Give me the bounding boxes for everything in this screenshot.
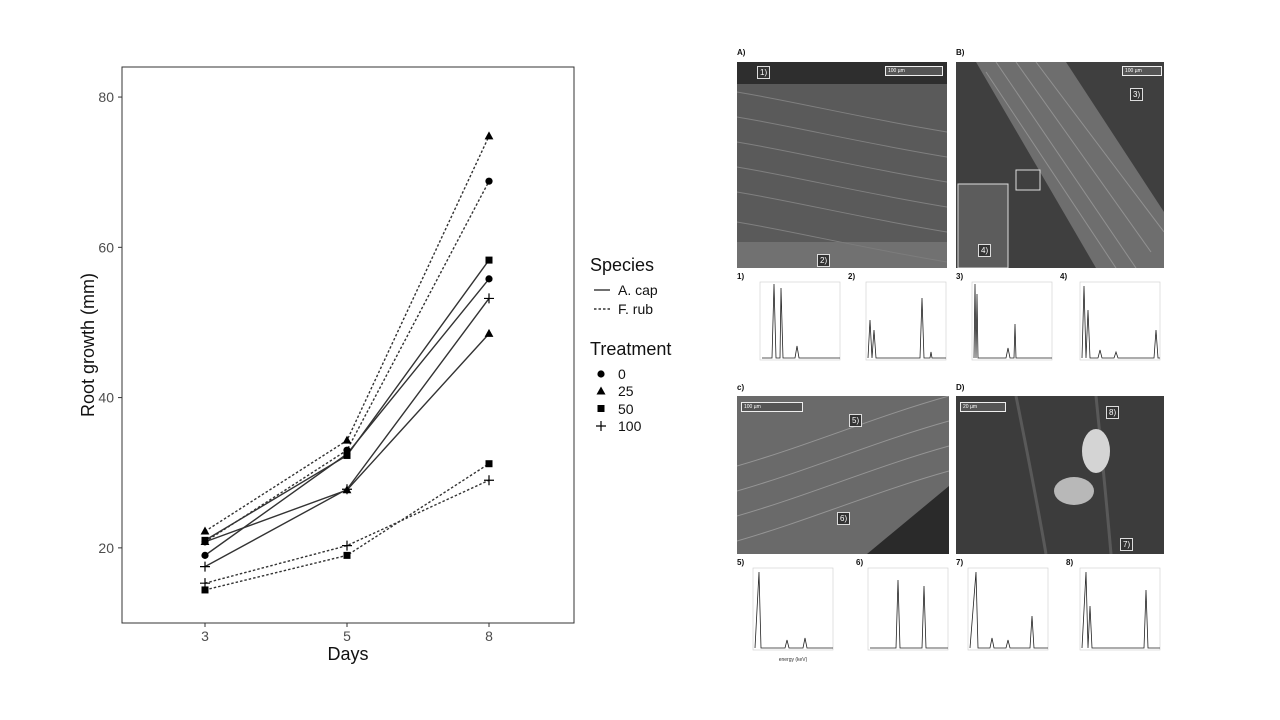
sem-image-d: 8) 7) 20 µm <box>956 396 1164 554</box>
x-tick-label: 5 <box>343 628 351 644</box>
eds-spectrum-8 <box>1074 566 1166 666</box>
sem-image-b: 3) 4) 100 µm <box>956 62 1164 268</box>
y-axis-title: Root growth (mm) <box>78 273 98 417</box>
legend-circle-icon <box>597 370 605 378</box>
eds-spectrum-4 <box>1074 280 1166 370</box>
sem-texture <box>956 62 1164 268</box>
legend-square-icon <box>597 405 605 412</box>
data-point-square <box>343 551 351 559</box>
legend-triangle-icon <box>596 386 606 395</box>
y-tick-label: 20 <box>98 540 114 556</box>
sem-image-c: 5) 6) 100 µm <box>737 396 949 554</box>
panel-letter-a: A) <box>737 48 746 57</box>
x-tick-label: 8 <box>485 628 493 644</box>
region-label: 8) <box>1106 406 1120 419</box>
region-label: 3) <box>1130 88 1144 101</box>
legend-treatment-label: 25 <box>618 383 634 399</box>
legend-species-label: A. cap <box>618 282 658 298</box>
region-label: 7) <box>1120 538 1134 551</box>
data-point-triangle <box>200 526 210 535</box>
legend: Species A. cap F. rub Treatment 0 25 50 … <box>590 255 671 434</box>
data-point-triangle <box>484 328 494 337</box>
data-point-plus <box>200 578 210 589</box>
sem-texture <box>956 396 1164 554</box>
scale-bar: 100 µm <box>1122 66 1162 76</box>
spectrum-axis-label: energy (keV) <box>779 657 808 663</box>
eds-spectrum-6 <box>862 566 954 666</box>
spectrum-label: 6) <box>856 558 864 567</box>
scale-bar: 20 µm <box>960 402 1006 412</box>
scale-bar: 100 µm <box>885 66 943 76</box>
region-label: 5) <box>849 414 863 427</box>
panel-letter-d: D) <box>956 383 965 392</box>
legend-species-label: F. rub <box>618 301 653 317</box>
legend-species-title: Species <box>590 255 654 275</box>
data-point-circle <box>201 538 209 546</box>
data-point-plus <box>342 540 352 551</box>
y-tick-label: 80 <box>98 89 114 105</box>
data-point-square <box>201 586 209 594</box>
legend-plus-icon <box>596 421 606 431</box>
data-point-square <box>485 460 493 468</box>
spectrum-label: 4) <box>1060 272 1068 281</box>
spectrum-label: 3) <box>956 272 964 281</box>
series-line <box>204 180 490 543</box>
data-point-circle <box>343 446 351 454</box>
data-point-circle <box>485 177 493 185</box>
scale-bar: 100 µm <box>741 402 803 412</box>
legend-treatment-label: 0 <box>618 366 626 382</box>
spectrum-label: 2) <box>848 272 856 281</box>
eds-spectrum-2 <box>860 280 952 370</box>
data-point-circle <box>485 275 493 283</box>
region-label: 1) <box>757 66 771 79</box>
data-point-triangle <box>342 435 352 444</box>
chart-marks <box>200 131 494 594</box>
panel-letter-b: B) <box>956 48 965 57</box>
spectrum-label: 7) <box>956 558 964 567</box>
sem-image-a: 1) 2) 100 µm <box>737 62 947 268</box>
legend-treatment-label: 50 <box>618 401 634 417</box>
legend-treatment-label: 100 <box>618 418 642 434</box>
y-tick-label: 40 <box>98 390 114 406</box>
data-point-triangle <box>484 131 494 140</box>
region-label: 2) <box>817 254 831 267</box>
region-label: 4) <box>978 244 992 257</box>
spectrum-label: 5) <box>737 558 745 567</box>
sem-texture <box>737 396 949 554</box>
sem-texture <box>737 62 947 268</box>
eds-spectrum-7 <box>962 566 1054 666</box>
data-point-plus <box>484 475 494 486</box>
data-point-plus <box>342 484 352 495</box>
legend-treatment-title: Treatment <box>590 339 671 359</box>
x-tick-label: 3 <box>201 628 209 644</box>
plot-panel <box>121 66 575 624</box>
eds-spectrum-5: energy (keV) <box>745 566 837 666</box>
eds-spectrum-3 <box>966 280 1058 370</box>
y-tick-label: 60 <box>98 239 114 255</box>
spectrum-label: 1) <box>737 272 745 281</box>
data-point-circle <box>201 551 209 559</box>
panel-letter-c: c) <box>737 383 745 392</box>
data-point-square <box>485 256 493 264</box>
spectrum-label: 8) <box>1066 558 1074 567</box>
eds-spectrum-1 <box>750 280 842 370</box>
region-label: 6) <box>837 512 851 525</box>
data-point-plus <box>484 293 494 304</box>
x-axis-title: Days <box>327 644 368 664</box>
data-point-plus <box>200 561 210 572</box>
data-point-square <box>343 451 351 459</box>
